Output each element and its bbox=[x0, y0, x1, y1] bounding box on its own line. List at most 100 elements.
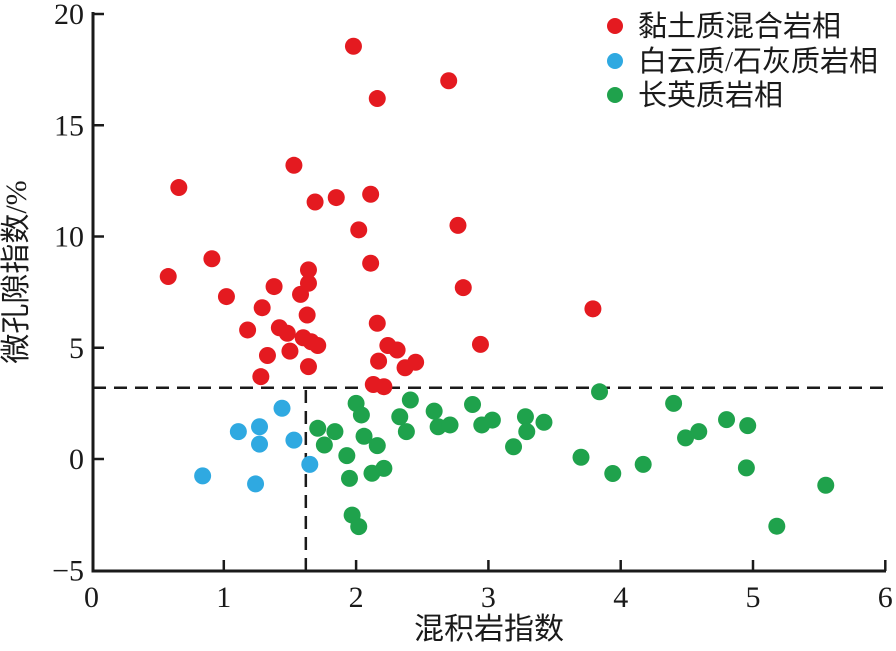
x-tick-label: 5 bbox=[746, 581, 761, 614]
data-point bbox=[301, 455, 319, 473]
data-point bbox=[326, 423, 344, 441]
y-tick-label: 10 bbox=[54, 221, 84, 254]
data-point bbox=[454, 279, 472, 297]
data-point bbox=[718, 411, 736, 429]
data-point bbox=[309, 337, 327, 355]
data-point bbox=[391, 408, 409, 426]
data-point bbox=[315, 436, 333, 454]
reference-lines-layer bbox=[93, 386, 888, 571]
data-point bbox=[690, 423, 708, 441]
data-point bbox=[350, 518, 368, 536]
data-point bbox=[368, 437, 386, 455]
data-point bbox=[239, 321, 257, 339]
data-point bbox=[375, 459, 393, 477]
y-tick-label: 20 bbox=[54, 0, 84, 31]
data-point bbox=[535, 413, 553, 431]
data-point bbox=[298, 306, 316, 324]
data-point bbox=[817, 476, 835, 494]
data-point bbox=[327, 189, 345, 207]
data-point bbox=[441, 416, 459, 434]
data-point bbox=[505, 438, 523, 456]
data-point bbox=[281, 342, 299, 360]
y-tick-label: 0 bbox=[69, 443, 84, 476]
data-point bbox=[252, 368, 270, 386]
data-point bbox=[355, 427, 373, 445]
data-point bbox=[340, 469, 358, 487]
data-point bbox=[591, 383, 609, 401]
data-point bbox=[251, 418, 269, 436]
series-2 bbox=[309, 383, 835, 536]
data-point bbox=[350, 221, 368, 239]
data-point bbox=[229, 423, 247, 441]
data-point bbox=[665, 394, 683, 412]
data-point bbox=[299, 274, 317, 292]
data-point bbox=[194, 467, 212, 485]
x-tick-label: 0 bbox=[84, 581, 99, 614]
data-point bbox=[278, 324, 296, 342]
data-point bbox=[170, 179, 188, 197]
data-point bbox=[362, 254, 380, 272]
x-tick-label: 1 bbox=[216, 581, 231, 614]
data-point bbox=[273, 399, 291, 417]
data-point bbox=[634, 455, 652, 473]
data-point bbox=[518, 423, 536, 441]
x-tick-label: 3 bbox=[481, 581, 496, 614]
x-tick-label: 2 bbox=[349, 581, 364, 614]
legend-item: 黏土质混合岩相 bbox=[607, 10, 841, 43]
data-point bbox=[368, 90, 386, 108]
data-point bbox=[449, 216, 467, 234]
data-point bbox=[397, 423, 415, 441]
data-point bbox=[584, 300, 602, 318]
data-point bbox=[344, 37, 362, 55]
data-point bbox=[285, 431, 303, 449]
x-tick-label: 4 bbox=[613, 581, 628, 614]
series-0 bbox=[159, 37, 602, 396]
data-point bbox=[401, 391, 419, 409]
legend-label: 白云质/石灰质岩相 bbox=[638, 45, 878, 78]
legend-marker-icon bbox=[607, 53, 623, 69]
data-point bbox=[368, 314, 386, 332]
data-point bbox=[388, 341, 406, 359]
data-point bbox=[159, 268, 177, 286]
y-tick-label: 5 bbox=[69, 332, 84, 365]
data-point bbox=[253, 299, 271, 317]
data-point bbox=[425, 402, 443, 420]
data-point bbox=[407, 353, 425, 371]
legend-marker-icon bbox=[607, 87, 623, 103]
data-points-layer bbox=[159, 37, 835, 536]
data-point bbox=[217, 288, 235, 306]
data-point bbox=[362, 185, 380, 203]
data-point bbox=[203, 250, 221, 268]
data-point bbox=[251, 435, 269, 453]
data-point bbox=[338, 447, 356, 465]
y-axis-title: 微孔隙指数/% bbox=[0, 180, 33, 363]
data-point bbox=[375, 378, 393, 396]
data-point bbox=[370, 352, 388, 370]
series-1 bbox=[194, 399, 319, 493]
data-point bbox=[677, 429, 695, 447]
data-point bbox=[739, 417, 757, 435]
data-point bbox=[604, 464, 622, 482]
data-point bbox=[471, 335, 489, 353]
data-point bbox=[572, 448, 590, 466]
data-point bbox=[516, 408, 534, 426]
data-point bbox=[265, 278, 283, 296]
data-point bbox=[464, 395, 482, 413]
legend-item: 白云质/石灰质岩相 bbox=[607, 45, 878, 78]
y-tick-label: −5 bbox=[52, 554, 84, 587]
x-tick-label: 6 bbox=[878, 581, 893, 614]
legend-label: 黏土质混合岩相 bbox=[638, 10, 841, 43]
data-point bbox=[299, 358, 317, 376]
data-point bbox=[299, 261, 317, 279]
data-point bbox=[352, 406, 370, 424]
data-point bbox=[285, 156, 303, 174]
legend-marker-icon bbox=[607, 18, 623, 34]
legend-label: 长英质岩相 bbox=[638, 79, 783, 112]
data-point bbox=[247, 475, 265, 493]
legend-item: 长英质岩相 bbox=[607, 79, 783, 112]
data-point bbox=[440, 72, 458, 90]
data-point bbox=[768, 517, 786, 535]
x-axis-title: 混积岩指数 bbox=[414, 613, 564, 646]
